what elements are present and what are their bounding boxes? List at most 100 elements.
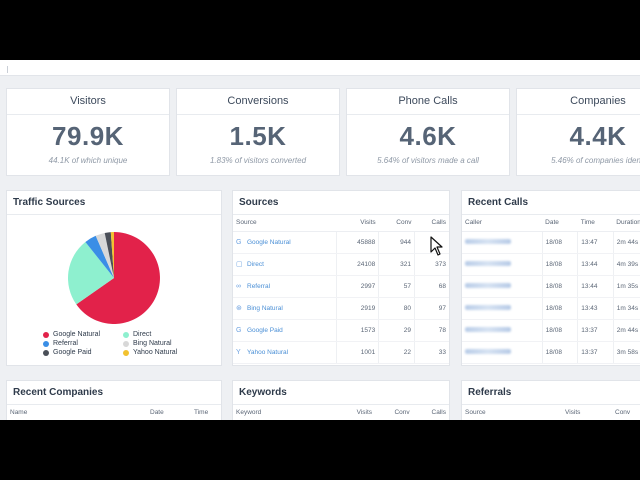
col-header-visits[interactable]: Visits [562,405,612,420]
table-header: Keyword Visits Conv Calls [233,405,449,420]
calls-cell: 33 [413,341,449,364]
col-header-source[interactable]: Source [462,405,562,420]
legend-swatch [43,340,49,347]
time-cell: 13:47 [577,231,614,254]
traffic-sources-panel: Traffic Sources Google Natural Direct Re… [6,190,222,366]
visits-cell: 2919 [335,297,379,320]
caller-cell[interactable] [462,341,543,364]
recent-calls-table: Caller Date Time Duration 18/08 13:47 2m… [462,215,640,364]
table-row[interactable]: G Google Natural 45888 944 [233,231,449,254]
redacted-caller [465,305,511,311]
source-name[interactable]: ⊛ Bing Natural [233,297,337,320]
referrals-table: Source Visits Conv [462,405,640,420]
pie-slice-yahoo-natural[interactable] [110,231,114,278]
date-cell: 18/08 [541,297,578,320]
pie-slice-direct[interactable] [67,242,114,305]
stat-card-visitors[interactable]: Visitors 79.9K 44.1K of which unique [6,88,170,176]
table-row[interactable]: 18/08 13:44 1m 35s [462,275,640,298]
duration-cell: 1m 34s [612,297,640,320]
table-header: Source Visits Conv Calls [233,215,449,232]
bing-icon: ⊛ [236,305,242,312]
calls-cell: 97 [413,297,449,320]
table-row[interactable]: 18/08 13:37 3m 58s [462,341,640,364]
col-header-duration[interactable]: Duration [613,215,640,232]
pie-slice-referral[interactable] [85,235,114,278]
stat-title: Phone Calls [398,95,458,107]
source-name[interactable]: G Google Paid [233,319,337,342]
table-row[interactable]: ∞ Referral 2997 57 68 [233,275,449,298]
stat-card-conversions[interactable]: Conversions 1.5K 1.83% of visitors conve… [176,88,340,176]
table-row[interactable]: 18/08 13:37 2m 44s [462,319,640,342]
legend-label: Referral [53,340,78,347]
table-header: Caller Date Time Duration [462,215,640,232]
source-name[interactable]: ∞ Referral [233,275,337,298]
legend-item-bing-natural[interactable]: Bing Natural [123,340,172,347]
legend-item-yahoo-natural[interactable]: Yahoo Natural [123,349,177,356]
source-name[interactable]: Y Yahoo Natural [233,341,337,364]
table-header: Name Date Time [7,405,221,420]
col-header-conv[interactable]: Conv [612,405,640,420]
legend-label: Google Natural [53,331,101,338]
table-row[interactable]: G Google Paid 1573 29 78 [233,319,449,342]
source-label: Yahoo Natural [247,348,289,356]
legend-swatch [123,340,129,347]
table-header: Source Visits Conv [462,405,640,420]
table-row[interactable]: 18/08 13:43 1m 34s [462,297,640,320]
table-row[interactable]: 18/08 13:44 4m 39s [462,253,640,276]
recent-companies-panel: Recent Companies Name Date Time [6,380,222,420]
stat-value: 79.9K [52,121,124,151]
panel-title: Recent Companies [13,387,104,398]
col-header-conv[interactable]: Conv [375,405,413,420]
stat-card-companies[interactable]: Companies 4.4K 5.46% of companies identi [516,88,640,176]
divider [177,114,339,115]
col-header-visits[interactable]: Visits [337,405,376,420]
col-header-date[interactable]: Date [147,405,191,420]
table-row[interactable]: ▢ Direct 24108 321 373 [233,253,449,276]
col-header-source[interactable]: Source [233,215,337,232]
legend-item-direct[interactable]: Direct [123,331,151,338]
caller-cell[interactable] [462,297,543,320]
stat-title: Companies [570,95,626,107]
col-header-conv[interactable]: Conv [378,215,415,232]
table-row[interactable]: Y Yahoo Natural 1001 22 33 [233,341,449,364]
stat-value: 4.4K [569,121,627,151]
col-header-name[interactable]: Name [7,405,147,420]
source-label: Direct [247,261,264,268]
pie-slice-google-paid[interactable] [104,232,114,278]
col-header-keyword[interactable]: Keyword [233,405,337,420]
conv-cell: 944 [378,231,415,254]
caller-cell[interactable] [462,231,543,254]
caller-cell[interactable] [462,275,543,298]
col-header-date[interactable]: Date [542,215,578,232]
table-row[interactable]: ⊛ Bing Natural 2919 80 97 [233,297,449,320]
pie-slice-bing-natural[interactable] [95,233,114,278]
caller-cell[interactable] [462,319,543,342]
table-row[interactable]: 18/08 13:47 2m 44s [462,231,640,254]
legend-item-referral[interactable]: Referral [43,340,78,347]
conv-cell: 29 [378,319,415,342]
col-header-calls[interactable]: Calls [414,215,449,232]
caller-cell[interactable] [462,253,543,276]
stat-value: 4.6K [399,121,457,151]
redacted-caller [465,239,511,245]
keywords-panel: Keywords Keyword Visits Conv Calls [232,380,450,420]
col-header-visits[interactable]: Visits [336,215,379,232]
calls-cell: 68 [413,275,449,298]
redacted-caller [465,283,511,289]
stat-card-phone-calls[interactable]: Phone Calls 4.6K 5.64% of visitors made … [346,88,510,176]
top-strip [0,60,640,76]
bookmark-icon: ▢ [236,261,243,268]
visits-cell: 24108 [335,253,379,276]
traffic-pie-chart[interactable] [7,217,222,327]
source-name[interactable]: ▢ Direct [233,253,337,276]
google-icon: G [236,238,242,246]
legend-item-google-natural[interactable]: Google Natural [43,331,100,338]
source-name[interactable]: G Google Natural [233,231,337,254]
col-header-time[interactable]: Time [577,215,614,232]
col-header-caller[interactable]: Caller [462,215,543,232]
pie-slice-google-natural[interactable] [76,232,160,324]
legend-item-google-paid[interactable]: Google Paid [43,349,92,356]
col-header-time[interactable]: Time [191,405,221,420]
time-cell: 13:44 [577,275,614,298]
col-header-calls[interactable]: Calls [412,405,449,420]
